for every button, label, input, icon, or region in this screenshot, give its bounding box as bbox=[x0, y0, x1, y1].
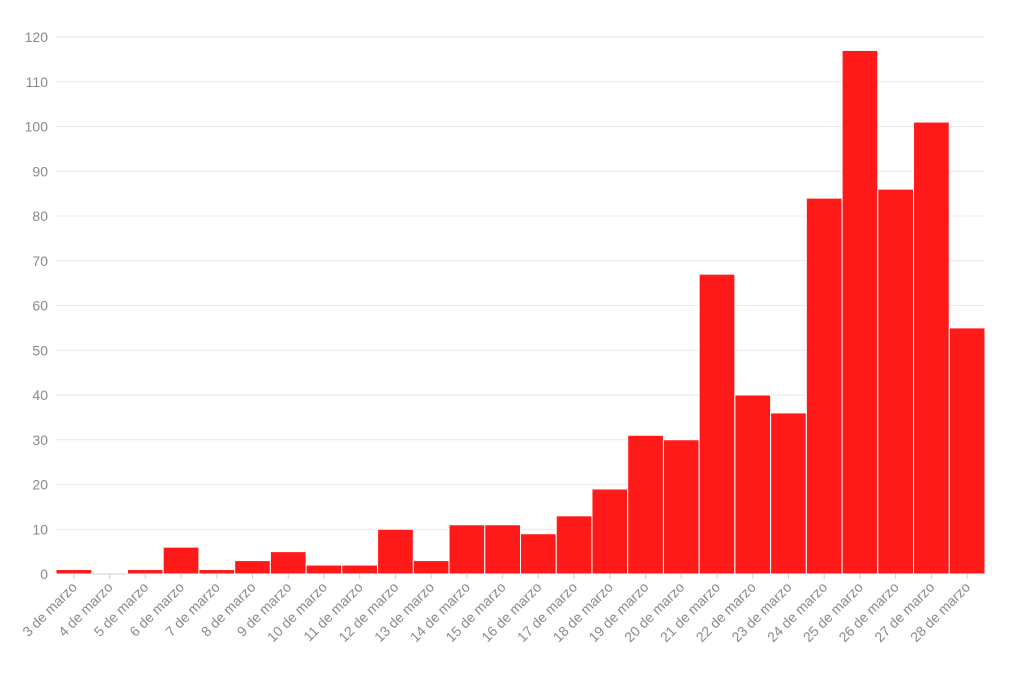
bar-18[interactable] bbox=[662, 439, 700, 575]
bar-14[interactable] bbox=[520, 533, 557, 575]
bar-8[interactable] bbox=[305, 564, 343, 575]
y-tick-label: 100 bbox=[25, 119, 49, 135]
y-tick-label: 50 bbox=[32, 342, 48, 358]
bar-25[interactable] bbox=[913, 121, 950, 575]
bar-5[interactable] bbox=[198, 569, 236, 575]
bar-9[interactable] bbox=[341, 564, 379, 575]
bar-10[interactable] bbox=[377, 528, 414, 575]
bar-3[interactable] bbox=[126, 569, 164, 575]
bar-24[interactable] bbox=[877, 188, 915, 575]
bar-4[interactable] bbox=[162, 546, 200, 575]
y-tick-label: 40 bbox=[32, 387, 48, 403]
y-axis: 0 10 20 30 40 50 60 70 80 90 100 110 120 bbox=[25, 29, 49, 582]
bar-20[interactable] bbox=[734, 394, 772, 575]
bar-21[interactable] bbox=[770, 412, 807, 575]
bar-6[interactable] bbox=[234, 560, 271, 575]
y-tick-label: 120 bbox=[25, 29, 49, 45]
bar-22[interactable] bbox=[805, 197, 843, 575]
y-tick-label: 30 bbox=[32, 432, 48, 448]
y-tick-label: 0 bbox=[40, 566, 48, 582]
bar-19[interactable] bbox=[698, 273, 736, 575]
bar-1[interactable] bbox=[55, 569, 93, 575]
bar-17[interactable] bbox=[627, 434, 664, 575]
y-tick-label: 110 bbox=[26, 74, 49, 90]
grid-layer bbox=[56, 36, 985, 575]
y-tick-label: 20 bbox=[32, 477, 48, 493]
bar-11[interactable] bbox=[412, 560, 450, 575]
bar-16[interactable] bbox=[591, 488, 629, 575]
y-tick-label: 60 bbox=[32, 298, 48, 314]
y-tick-label: 70 bbox=[32, 253, 48, 269]
y-tick-label: 10 bbox=[32, 521, 48, 537]
bar-26[interactable] bbox=[948, 327, 986, 575]
y-tick-label: 90 bbox=[32, 163, 48, 179]
bar-12[interactable] bbox=[448, 524, 486, 575]
y-tick-label: 80 bbox=[32, 208, 48, 224]
bar-layer bbox=[55, 49, 986, 575]
bar-23[interactable] bbox=[841, 49, 879, 575]
bar-15[interactable] bbox=[555, 515, 593, 575]
bar-13[interactable] bbox=[484, 524, 521, 575]
bar-7[interactable] bbox=[269, 551, 307, 575]
